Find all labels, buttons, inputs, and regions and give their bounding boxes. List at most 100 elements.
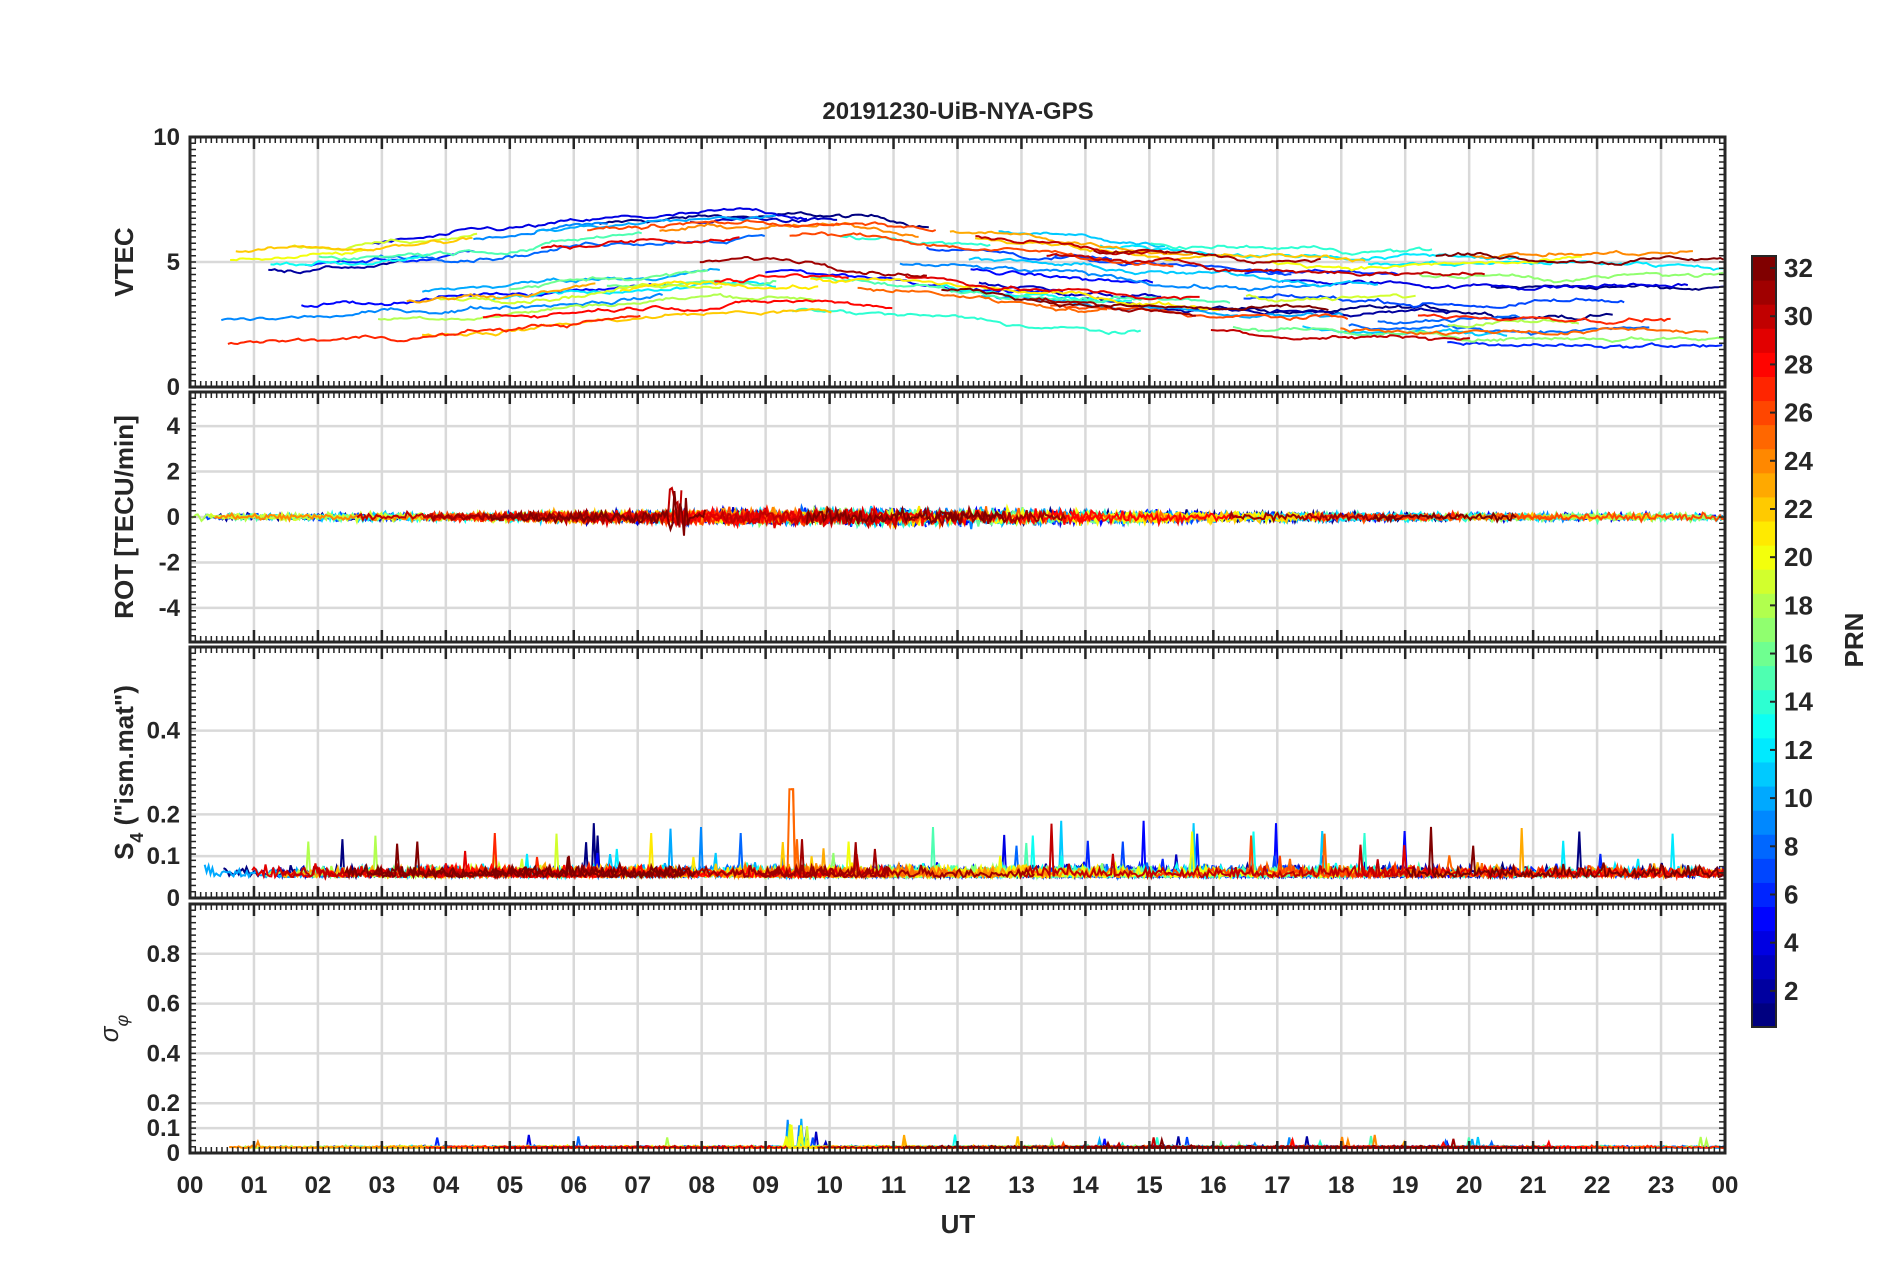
series-prn-6 (1447, 340, 1723, 350)
y-axis-label-sigma_phi: σφ (94, 1015, 132, 1043)
series-prn-5 (970, 267, 1154, 284)
series-prn-27 (227, 314, 641, 346)
x-tick-label: 11 (881, 1172, 906, 1199)
x-tick-label: 07 (624, 1172, 651, 1199)
y-tick-label-s4: 0.1 (147, 843, 180, 870)
x-tick-label: 17 (1264, 1172, 1291, 1199)
panel-rot: -4 -2 0 2 4 ROT [TECU/min] (109, 390, 1727, 644)
colorbar-tick-label: 8 (1784, 831, 1798, 861)
series-prn-24 (1468, 249, 1693, 260)
series-prn-17 (1418, 271, 1724, 284)
colorbar-tick-label: 14 (1784, 687, 1813, 717)
colorbar-swatch (1752, 521, 1776, 546)
series-prn-28 (714, 273, 849, 284)
panel-s4: 0 0.1 0.2 0.4S4 ("ism.mat") (109, 645, 1727, 912)
series-prn-23 (406, 282, 596, 304)
series-prn-32 (805, 505, 1007, 526)
series-prn-21 (810, 277, 1220, 312)
series-prn-1 (1490, 283, 1725, 291)
colorbar-swatch (1752, 376, 1776, 402)
series-prn-32 (941, 287, 1329, 312)
y-tick-label-vtec: 5 (167, 249, 180, 276)
x-tick-label: 20 (1456, 1172, 1483, 1199)
colorbar-tick-label: 32 (1784, 253, 1813, 283)
y-tick-label-rot: 4 (167, 413, 181, 440)
x-tick-label: 13 (1008, 1172, 1035, 1199)
series-group-rot (191, 486, 1725, 536)
colorbar-tick-label: 2 (1784, 976, 1798, 1006)
series-prn-21 (619, 280, 819, 292)
series-prn-26 (1487, 510, 1724, 524)
colorbar-tick-label: 6 (1784, 879, 1798, 909)
colorbar-swatch (1752, 906, 1776, 932)
colorbar-swatch (1752, 713, 1776, 739)
colorbar-swatch (1752, 810, 1776, 835)
colorbar-tick-label: 24 (1784, 446, 1813, 476)
series-prn-32 (344, 843, 696, 881)
series-prn-24 (213, 511, 458, 524)
chart-title: 20191230-UiB-NYA-GPS (822, 98, 1093, 125)
x-tick-label: 10 (816, 1172, 843, 1199)
x-tick-label: 18 (1328, 1172, 1355, 1199)
colorbar-swatch (1752, 954, 1776, 980)
series-prn-31 (1093, 248, 1321, 265)
series-prn-32 (1405, 826, 1725, 881)
colorbar-swatch (1752, 569, 1776, 594)
y-tick-label-s4: 0 (167, 885, 180, 912)
series-prn-30 (1046, 252, 1485, 277)
series-prn-10 (535, 214, 776, 233)
series-prn-22 (422, 307, 832, 338)
x-tick-label: 01 (241, 1172, 268, 1199)
series-prn-32 (1435, 251, 1724, 266)
y-tick-label-s4: 0.2 (147, 801, 180, 828)
x-tick-label: 19 (1392, 1172, 1419, 1199)
colorbar-tick-label: 10 (1784, 783, 1813, 813)
series-prn-29 (904, 275, 1200, 301)
series-prn-8 (1377, 314, 1529, 325)
colorbar-swatch (1752, 1002, 1776, 1028)
colorbar-tick-label: 4 (1784, 928, 1799, 958)
colorbar-label: PRN (1839, 613, 1869, 668)
x-tick-label: 12 (944, 1172, 971, 1199)
series-prn-9 (899, 262, 1320, 292)
series-prn-31 (699, 255, 928, 278)
colorbar-tick-label: 12 (1784, 735, 1813, 765)
series-prn-31 (933, 504, 1067, 528)
x-tick-label: 00 (1712, 1172, 1739, 1199)
series-prn-31 (1228, 510, 1398, 524)
series-prn-1 (1206, 303, 1613, 321)
series-prn-11 (968, 256, 1379, 288)
series-prn-14 (1150, 242, 1433, 256)
x-tick-label: 23 (1648, 1172, 1675, 1199)
series-prn-26 (789, 231, 1174, 268)
series-prn-4 (371, 207, 808, 245)
colorbar-swatch (1752, 617, 1776, 642)
y-axis-label-vtec: VTEC (109, 227, 139, 297)
colorbar-swatch (1752, 280, 1776, 305)
y-axis-label-s4: S4 ("ism.mat") (109, 685, 147, 860)
series-prn-15 (318, 231, 642, 261)
series-prn-30 (1210, 328, 1470, 341)
series-prn-29 (541, 236, 740, 250)
x-tick-label: 00 (177, 1172, 204, 1199)
series-prn-13 (270, 253, 431, 267)
x-tick-label: 21 (1520, 1172, 1547, 1199)
series-prn-14 (792, 307, 1142, 336)
series-prn-9 (221, 292, 663, 322)
colorbar-swatch (1752, 424, 1776, 450)
series-prn-32 (1373, 511, 1517, 524)
colorbar-swatch (1752, 665, 1776, 691)
series-prn-26 (587, 219, 937, 233)
y-tick-label-sigma_phi: 0 (167, 1140, 180, 1167)
panel-sigma_phi: 00.10.2 0.4 0.6 0.8 σφ (94, 902, 1727, 1167)
y-tick-label-sigma_phi: 0.2 (147, 1090, 180, 1117)
x-tick-label: 05 (496, 1172, 523, 1199)
series-prn-19 (437, 282, 723, 305)
y-tick-label-rot: 2 (167, 459, 180, 486)
x-tick-label: 04 (432, 1172, 459, 1199)
x-tick-label: 15 (1136, 1172, 1163, 1199)
series-prn-27 (1417, 313, 1671, 325)
